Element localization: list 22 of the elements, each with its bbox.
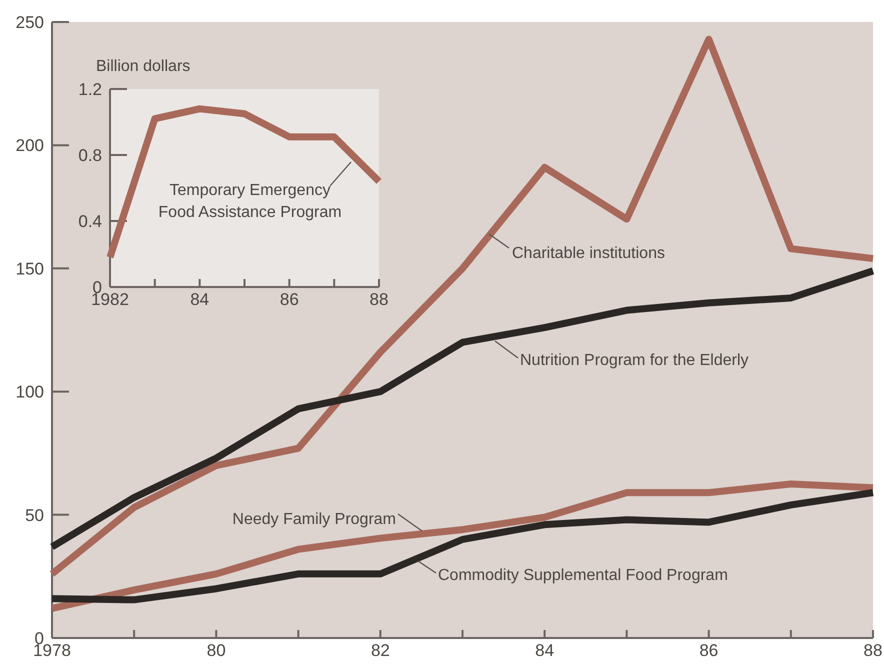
y-tick-label: 250 [16, 12, 44, 32]
x-tick-label: 86 [280, 290, 299, 309]
series-label: Needy Family Program [232, 511, 396, 528]
x-tick-label: 84 [535, 641, 554, 660]
y-tick-label: 0.4 [78, 212, 102, 231]
y-tick-label: 1.2 [78, 80, 102, 99]
x-tick-label: 82 [370, 641, 390, 660]
series-label: Commodity Supplemental Food Program [438, 567, 728, 584]
x-tick-label: 86 [699, 641, 718, 660]
x-tick-label: 80 [206, 641, 226, 660]
y-axis-title: Billion dollars [96, 58, 190, 75]
y-tick-label: 150 [16, 259, 44, 278]
series-label: Temporary Emergency Food Assistance Program [158, 182, 342, 221]
series-label: Nutrition Program for the Elderly [520, 352, 749, 369]
x-tick-label: 88 [370, 290, 388, 309]
x-tick-label: 88 [864, 641, 882, 660]
series-label: Charitable institutions [512, 245, 665, 262]
x-tick-label: 84 [190, 290, 210, 309]
y-tick-label: 100 [16, 382, 44, 402]
y-tick-label: 50 [25, 506, 44, 525]
y-tick-label: 0.8 [78, 146, 102, 165]
y-tick-label: 200 [16, 136, 44, 156]
